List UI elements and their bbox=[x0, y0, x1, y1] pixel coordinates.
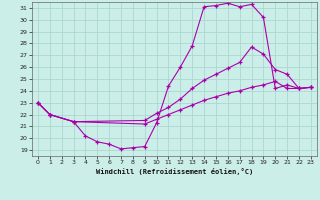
X-axis label: Windchill (Refroidissement éolien,°C): Windchill (Refroidissement éolien,°C) bbox=[96, 168, 253, 175]
